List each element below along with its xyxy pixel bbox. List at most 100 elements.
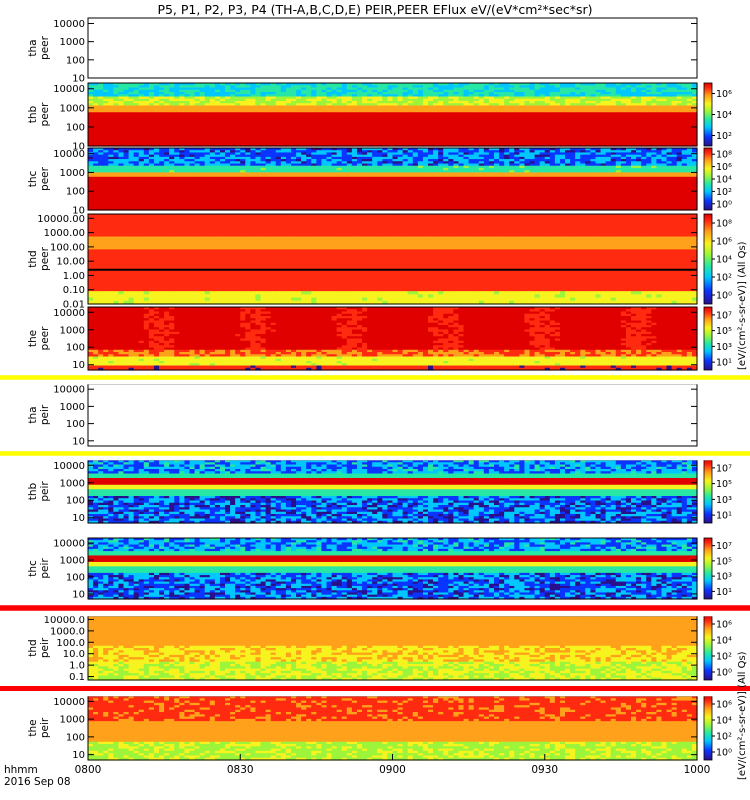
y-tick-label: 10000 (53, 308, 85, 319)
y-tick-label: 1.0 (69, 661, 85, 672)
separator-bar (0, 600, 750, 617)
panel-label: thcpeer (27, 166, 51, 191)
spectrogram-thc-peer (88, 148, 698, 211)
colorbar-tick-label: 10⁵ (716, 326, 732, 337)
colorbar-gradient (703, 615, 713, 681)
spectrogram-thd-peer (88, 214, 698, 305)
y-tick-label: 1000 (60, 168, 85, 179)
colorbar-gradient (703, 147, 713, 211)
y-tick-label: 100.0 (56, 638, 85, 649)
y-tick-label: 100 (66, 55, 85, 66)
colorbar-tick-label: 10⁴ (716, 716, 732, 727)
y-tick-label: 10 (72, 360, 85, 371)
colorbar-tick-label: 10⁴ (716, 636, 732, 647)
colorbar-tick-label: 10² (716, 131, 732, 142)
y-tick-label: 100 (66, 732, 85, 743)
panel-frame (87, 17, 698, 79)
colorbar-tick-label: 10² (716, 187, 732, 198)
panel-frame (87, 213, 698, 305)
y-tick-label: 100 (66, 572, 85, 583)
colorbar-label-peer: [eV/(cm²-s-sr-eV)] (All Qs) (737, 241, 748, 370)
time-axis: 0800 0830 0900 0930 1000 (75, 754, 711, 776)
x-tick-label: 0930 (531, 764, 558, 776)
colorbar-thd-peer: 10⁰ 10² 10⁴ 10⁶ 10⁸ (703, 213, 732, 305)
colorbar-gradient (703, 459, 713, 524)
x-tick-label: 1000 (684, 764, 711, 776)
panel-label: thapeir (27, 404, 51, 425)
x-axis-label: hhmm (4, 764, 38, 776)
y-tick-label: 1000 (60, 103, 85, 114)
panel-label: thcpeir (27, 558, 51, 579)
colorbar-tick-label: 10⁴ (716, 175, 732, 186)
separator-bar (0, 447, 750, 461)
panel-frame (87, 537, 698, 600)
spectrogram-thc-peir (88, 538, 698, 600)
y-tick-label: 10.00 (56, 257, 85, 268)
colorbar-tick-label: 10² (716, 273, 732, 284)
y-tick-label: 1000.00 (44, 228, 85, 239)
separator-bar (0, 371, 750, 385)
panel-label: thbpeir (27, 481, 51, 502)
colorbar-tick-label: 10⁵ (716, 479, 732, 490)
y-tick-label: 1000 (60, 715, 85, 726)
x-tick-label: 0900 (379, 764, 406, 776)
colorbar-tick-label: 10⁸ (716, 219, 732, 230)
y-tick-label: 100 (66, 187, 85, 198)
y-tick-label: 10000 (53, 461, 85, 472)
y-tick-label: 10000 (53, 19, 85, 30)
y-tick-label: 0.10 (63, 285, 85, 296)
y-tick-label: 1000 (60, 402, 85, 413)
panel-label: thdpeir (27, 637, 51, 658)
date-label: 2016 Sep 08 (4, 776, 71, 788)
colorbar-tick-label: 10⁵ (716, 556, 732, 567)
colorbar-tick-label: 10⁶ (716, 162, 732, 173)
y-tick-label: 1000 (60, 37, 85, 48)
panel-frame (87, 306, 698, 371)
colorbar-tick-label: 10⁴ (716, 110, 732, 121)
panel-frame (87, 147, 698, 211)
colorbar-label-peir: [eV/(cm²-s-sr-eV)] (All Qs) (737, 651, 748, 780)
y-tick-label: 10000.0 (44, 615, 85, 626)
panel-frame (87, 383, 698, 447)
colorbar-gradient (703, 306, 713, 371)
colorbar-tick-label: 10³ (716, 495, 732, 506)
y-tick-label: 10000 (53, 84, 85, 95)
y-tick-label: 0.01 (63, 300, 85, 311)
colorbar-tick-label: 10¹ (716, 358, 732, 369)
spectrogram-the-peir (88, 696, 698, 761)
colorbar-tick-label: 10⁷ (716, 310, 732, 321)
separator-bar (0, 681, 750, 697)
y-tick-label: 1.00 (63, 271, 85, 282)
colorbar-tick-label: 10⁴ (716, 255, 732, 266)
colorbar-tick-label: 10⁶ (716, 620, 732, 631)
colorbar-gradient (703, 695, 713, 761)
y-tick-label: 10 (72, 142, 85, 153)
colorbar-the-peir: 10⁰ 10² 10⁴ 10⁶ (703, 695, 732, 761)
panel-label: thepeir (27, 717, 51, 738)
colorbar-tick-label: 10⁰ (716, 291, 732, 302)
spectrogram-thd-peir (88, 616, 698, 681)
colorbar-tick-label: 10⁰ (716, 748, 732, 759)
y-tick-label: 100 (66, 122, 85, 133)
y-tick-label: 10000 (53, 697, 85, 708)
y-tick-label: 1000 (60, 325, 85, 336)
colorbar-thb-peer: 10² 10⁴ 10⁶ (703, 82, 732, 147)
y-tick-label: 100 (66, 496, 85, 507)
panel-label: thbpeer (27, 102, 51, 127)
panel-label: thapeer (27, 35, 51, 60)
colorbar-gradient (703, 537, 713, 600)
colorbar-tick-label: 10⁶ (716, 700, 732, 711)
panels-group: 10100100010000thapeer10100100010000thbpe… (0, 17, 750, 761)
y-tick-label: 10000.00 (37, 214, 85, 225)
y-tick-label: 100.00 (50, 242, 85, 253)
colorbar-tick-label: 10⁷ (716, 463, 732, 474)
colorbar-tick-label: 10⁸ (716, 150, 732, 161)
y-tick-label: 10 (72, 436, 85, 447)
